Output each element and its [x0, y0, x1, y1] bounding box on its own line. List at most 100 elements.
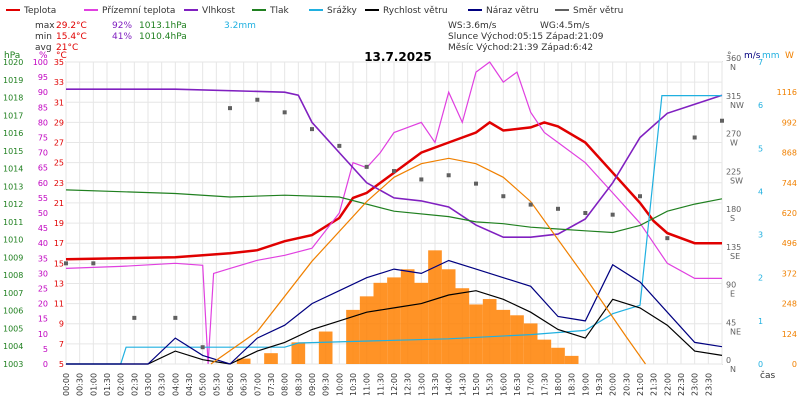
hpa-tick-label: 1007	[3, 289, 23, 298]
series-line	[66, 88, 723, 238]
legend-label: Vlhkost	[202, 6, 235, 16]
pct-tick-label: 30	[38, 269, 48, 278]
x-tick-label: 15:00	[472, 373, 481, 396]
wind-dir-point	[310, 127, 314, 132]
sun-bar	[318, 331, 333, 364]
dir-tick-label: SE	[730, 252, 740, 261]
legend-label: Tlak	[269, 6, 290, 16]
hpa-tick-label: 1019	[3, 76, 23, 85]
unit-ms: m/s	[744, 51, 761, 61]
x-tick-label: 09:30	[322, 373, 331, 396]
pct-tick-label: 70	[38, 149, 48, 158]
ms-tick-label: 3	[758, 231, 763, 240]
w-tick-label: 1116	[777, 88, 797, 97]
x-tick-label: 14:30	[458, 373, 467, 396]
sun-bar	[414, 282, 429, 364]
x-tick-label: 10:30	[349, 373, 358, 396]
stats-max-label: max	[35, 21, 55, 31]
pct-tick-label: 100	[33, 58, 48, 67]
dir-tick-label: SW	[730, 176, 743, 185]
unit-w: W	[785, 51, 794, 61]
hpa-tick-label: 1015	[3, 147, 23, 156]
x-tick-label: 18:30	[568, 373, 577, 396]
degc-tick-label: 17	[54, 239, 64, 248]
degc-tick-label: 19	[54, 219, 64, 228]
x-tick-label: 08:30	[294, 373, 303, 396]
degc-tick-label: 21	[54, 199, 64, 208]
unit-deg: °	[727, 51, 732, 61]
dir-tick-label: NW	[730, 101, 744, 110]
x-tick-label: 20:30	[622, 373, 631, 396]
sun-bar	[387, 277, 401, 364]
unit-degc: °C	[56, 51, 67, 61]
stats-avg-temp: 21°C	[56, 43, 78, 53]
wind-direction-points	[64, 97, 724, 350]
pct-tick-label: 55	[38, 194, 48, 203]
sun-bar	[291, 342, 306, 364]
deg-tick-label: 45	[726, 318, 736, 327]
stats-max-temp: 29.2°C	[56, 21, 87, 31]
wind-dir-point	[132, 315, 137, 320]
wind-dir-point	[583, 211, 588, 215]
stats-min-press: 1010.4hPa	[139, 32, 187, 42]
degc-tick-label: 27	[54, 139, 64, 148]
sun-bar	[551, 347, 565, 364]
hpa-tick-label: 1020	[3, 58, 23, 67]
w-tick-label: 124	[782, 330, 797, 339]
wind-dir-point	[501, 194, 506, 199]
dir-tick-label: N	[730, 63, 736, 72]
x-tick-label: 22:30	[677, 373, 686, 396]
sun-bar	[496, 309, 511, 364]
dir-tick-label: W	[730, 139, 738, 148]
series-line	[210, 157, 646, 365]
x-tick-label: 05:00	[199, 373, 208, 396]
hpa-tick-label: 1004	[3, 342, 23, 351]
grid	[65, 61, 723, 365]
wind-dir-point	[610, 212, 615, 217]
x-tick-label: 02:00	[117, 373, 126, 396]
sun-bar	[236, 358, 251, 364]
wind-dir-point	[64, 261, 68, 266]
degc-tick-label: 11	[54, 300, 64, 309]
degc-tick-label: 23	[54, 179, 64, 188]
wind-dir-point	[255, 97, 260, 102]
x-tick-label: 00:00	[62, 373, 71, 396]
x-tick-label: 21:30	[650, 373, 659, 396]
w-tick-label: 372	[782, 269, 797, 278]
legend-label: Srážky	[327, 6, 358, 16]
x-tick-label: 20:00	[609, 373, 618, 396]
x-tick-label: 18:00	[554, 373, 563, 396]
hpa-tick-label: 1017	[3, 111, 23, 120]
sun-bar	[523, 323, 538, 364]
w-tick-label: 620	[782, 209, 797, 218]
series-lines	[65, 61, 723, 365]
x-tick-label: 01:00	[89, 373, 98, 396]
wind-dir-point	[173, 315, 178, 320]
dir-tick-label: S	[730, 214, 735, 223]
dir-tick-label: N	[730, 365, 736, 374]
pct-tick-label: 20	[38, 300, 48, 309]
ms-tick-label: 2	[758, 274, 763, 283]
wind-dir-point	[91, 261, 96, 266]
wind-dir-point	[282, 110, 287, 115]
x-tick-label: 09:00	[308, 373, 317, 396]
x-tick-label: 03:00	[144, 373, 153, 396]
wind-dir-point	[665, 236, 670, 241]
sun-bar	[441, 269, 456, 364]
deg-tick-label: 225	[726, 167, 741, 176]
x-tick-label: 06:00	[226, 373, 235, 396]
degc-tick-label: 9	[59, 320, 64, 329]
unit-hpa: hPa	[4, 51, 20, 61]
pct-tick-label: 50	[38, 209, 48, 218]
hpa-tick-label: 1005	[3, 324, 23, 333]
deg-tick-label: 270	[726, 130, 741, 139]
legend-label: Směr větru	[573, 6, 623, 16]
x-tick-label: 08:00	[281, 373, 290, 396]
x-tick-label: 06:30	[240, 373, 249, 396]
x-tick-label: 00:30	[76, 373, 85, 396]
wind-dir-point	[556, 206, 560, 211]
sun-bar	[469, 304, 483, 364]
sun-bar	[510, 315, 524, 364]
wind-dir-point	[337, 143, 342, 148]
